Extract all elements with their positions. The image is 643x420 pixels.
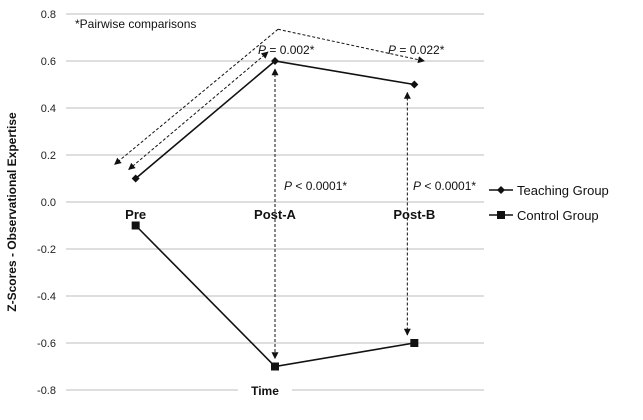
legend: Teaching Group Control Group — [489, 183, 609, 223]
x-tick-label: Post-A — [254, 207, 297, 222]
data-point — [410, 339, 419, 347]
y-tick-label: -0.4 — [37, 291, 56, 303]
series-lines — [131, 57, 419, 371]
x-tick-label: Pre — [125, 207, 146, 222]
y-tick-label: -0.8 — [37, 385, 56, 397]
legend-marker — [497, 211, 505, 219]
legend-marker — [497, 186, 505, 194]
p-value-group-posta: P < 0.0001* — [284, 179, 347, 193]
x-axis-category-labels: Pre Post-A Post-B — [125, 207, 435, 222]
y-axis-ticks: -0.8 -0.6 -0.4 -0.2 0.0 0.2 0.4 0.6 0.8 — [37, 9, 56, 397]
pairwise-note: *Pairwise comparisons — [75, 17, 196, 31]
y-tick-label: 0.8 — [41, 9, 56, 21]
y-tick-label: 0.0 — [41, 197, 56, 209]
data-point — [271, 57, 279, 65]
data-point — [131, 221, 140, 230]
y-tick-label: 0.6 — [41, 56, 56, 68]
y-tick-label: -0.2 — [37, 244, 56, 256]
comparison-arrow-pre-posta — [128, 51, 269, 170]
p-value-pre-postb: P = 0.022* — [388, 43, 445, 57]
data-point — [271, 362, 279, 371]
y-tick-label: -0.6 — [37, 338, 56, 350]
data-point — [410, 80, 419, 89]
legend-label: Teaching Group — [517, 183, 609, 198]
y-tick-label: 0.2 — [41, 150, 56, 162]
axis-titles: Z-Scores - Observational Expertise Time — [5, 112, 292, 398]
y-tick-label: 0.4 — [41, 103, 56, 115]
data-point — [131, 174, 140, 183]
p-value-group-postb: P < 0.0001* — [413, 179, 476, 193]
y-axis-title: Z-Scores - Observational Expertise — [5, 112, 19, 312]
annotations: *Pairwise comparisons P = 0.002* P = 0.022… — [75, 17, 476, 193]
x-axis-title-background — [238, 382, 292, 398]
significance-arrows — [114, 28, 426, 360]
legend-label: Control Group — [517, 208, 599, 223]
x-tick-label: Post-B — [393, 207, 435, 222]
x-axis-title: Time — [251, 384, 279, 398]
comparison-arrow-pre-postb-left — [114, 28, 279, 165]
p-value-pre-posta: P = 0.002* — [258, 43, 315, 57]
